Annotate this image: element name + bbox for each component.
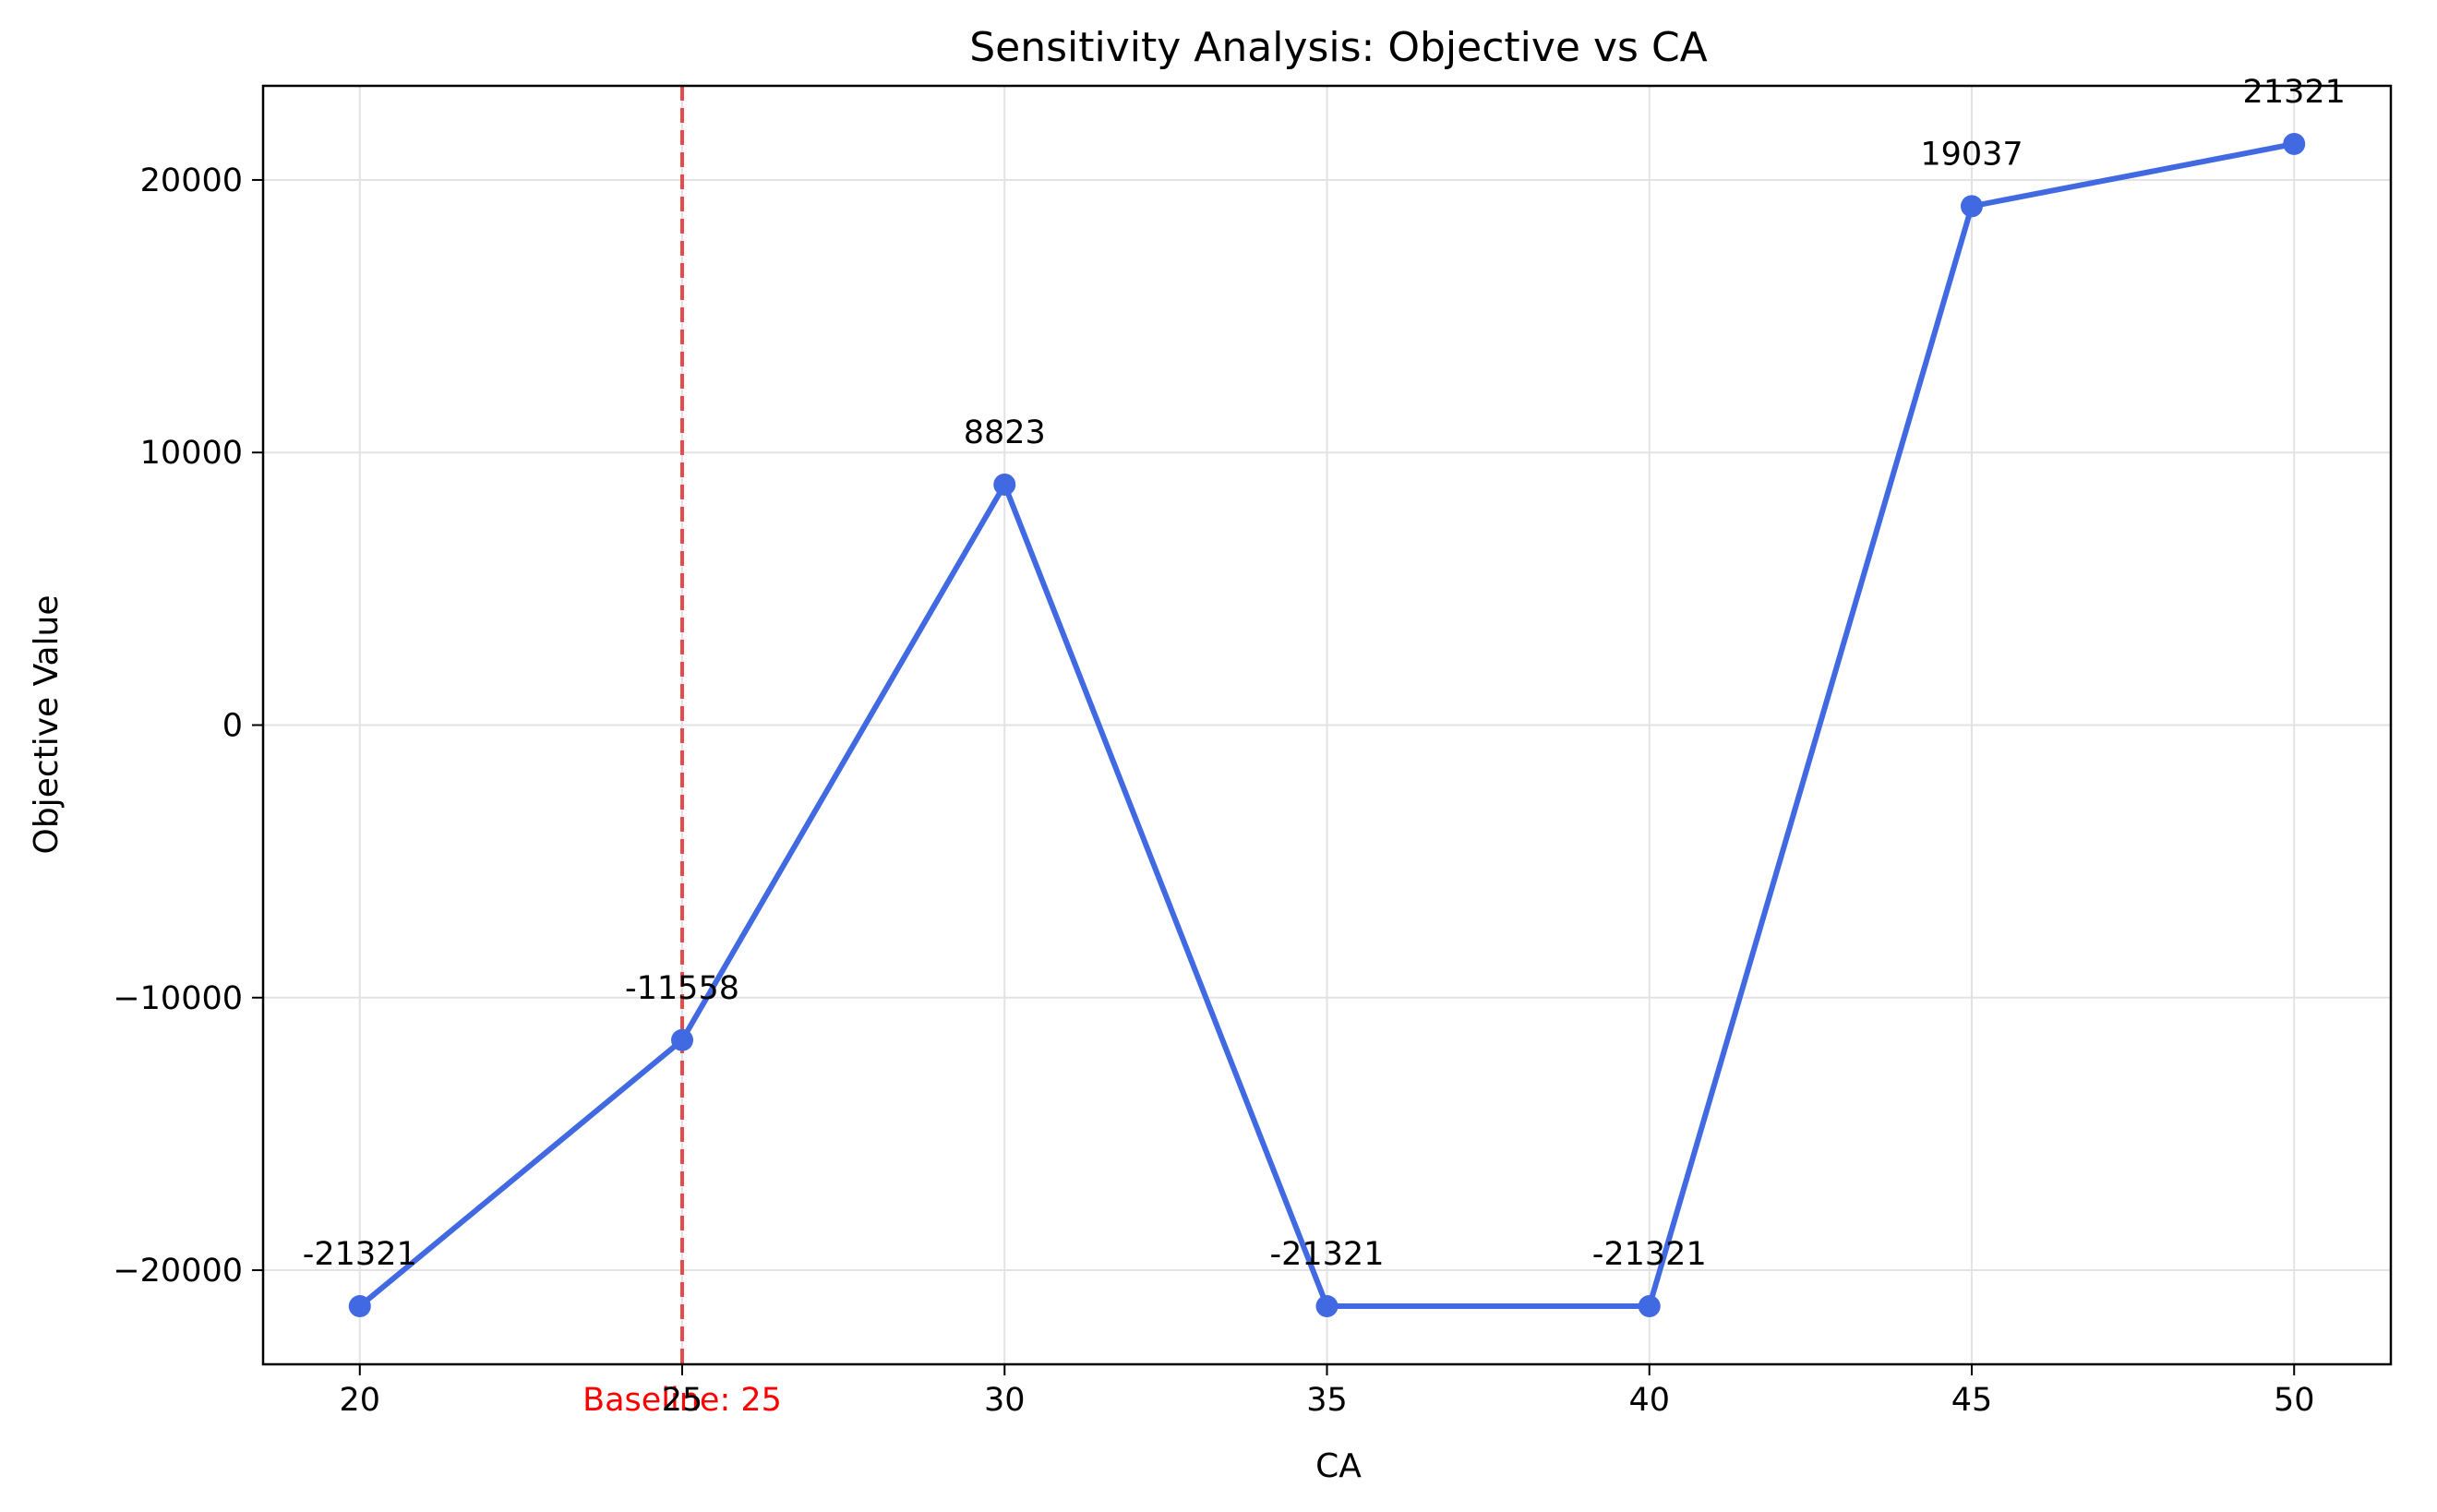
- data-point: [671, 1028, 694, 1051]
- data-point: [993, 473, 1016, 496]
- x-tick-label: 45: [1951, 1382, 1993, 1419]
- y-tick-label: 0: [222, 708, 243, 745]
- y-tick-label: −10000: [113, 980, 243, 1017]
- data-point: [1315, 1295, 1339, 1318]
- data-label: -21321: [1270, 1236, 1385, 1273]
- data-point: [2283, 132, 2306, 155]
- y-axis-label: Objective Value: [28, 594, 66, 854]
- x-tick-label: 25: [662, 1382, 703, 1419]
- y-tick-label: 20000: [140, 162, 243, 199]
- data-labels-layer: -21321 -11558 8823 -21321 -21321 19037 21321: [303, 74, 2346, 1273]
- data-label: 8823: [964, 414, 1046, 451]
- baseline-layer: Baseline: 25: [582, 86, 782, 1419]
- data-label: 19037: [1920, 136, 2023, 173]
- y-ticks: −20000 −10000 0 10000 20000: [113, 162, 263, 1290]
- data-point: [1960, 195, 1983, 218]
- x-tick-label: 50: [2274, 1382, 2315, 1419]
- data-point: [348, 1295, 371, 1318]
- data-label: -11558: [625, 970, 739, 1007]
- y-tick-label: −20000: [113, 1253, 243, 1290]
- data-label: -21321: [303, 1236, 417, 1273]
- x-tick-label: 20: [339, 1382, 380, 1419]
- baseline-label: Baseline: 25: [582, 1382, 782, 1419]
- data-point: [1638, 1295, 1661, 1318]
- data-label: -21321: [1592, 1236, 1707, 1273]
- x-ticks: 20 25 30 35 40 45 50: [339, 1364, 2315, 1419]
- x-tick-label: 35: [1306, 1382, 1348, 1419]
- x-axis-label: CA: [1315, 1447, 1362, 1485]
- data-label: 21321: [2243, 74, 2346, 111]
- grid-layer: [263, 86, 2391, 1364]
- y-tick-label: 10000: [140, 435, 243, 472]
- x-tick-label: 30: [984, 1382, 1026, 1419]
- chart-title: Sensitivity Analysis: Objective vs CA: [969, 24, 1708, 71]
- series-layer: [348, 132, 2306, 1318]
- x-tick-label: 40: [1628, 1382, 1670, 1419]
